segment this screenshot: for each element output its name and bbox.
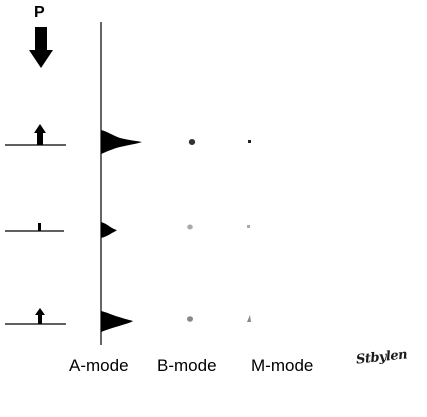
reflected-arrow-bottom bbox=[35, 308, 45, 324]
b-mode-dot-top bbox=[188, 139, 196, 145]
pulse-label: P bbox=[34, 4, 45, 21]
m-mode-label: M-mode bbox=[251, 356, 314, 375]
m-mode-mark-middle bbox=[247, 225, 250, 228]
a-mode-spike-top bbox=[101, 130, 142, 154]
reflected-arrow-top bbox=[34, 124, 46, 145]
a-mode-spike-bottom bbox=[101, 311, 133, 332]
reflector-top bbox=[5, 124, 66, 146]
a-mode-spike-middle bbox=[101, 222, 117, 238]
incident-pulse-arrow bbox=[29, 27, 53, 68]
m-mode-mark-bottom bbox=[247, 315, 251, 322]
reflected-arrow-middle bbox=[38, 223, 41, 231]
b-mode-dot-bottom bbox=[187, 316, 193, 322]
b-mode-label: B-mode bbox=[157, 356, 217, 375]
reflector-bottom bbox=[5, 308, 66, 325]
a-mode-label: A-mode bbox=[69, 356, 129, 375]
m-mode-mark-top bbox=[248, 140, 251, 143]
reflector-middle bbox=[5, 223, 64, 232]
b-mode-dot-middle bbox=[187, 224, 193, 230]
